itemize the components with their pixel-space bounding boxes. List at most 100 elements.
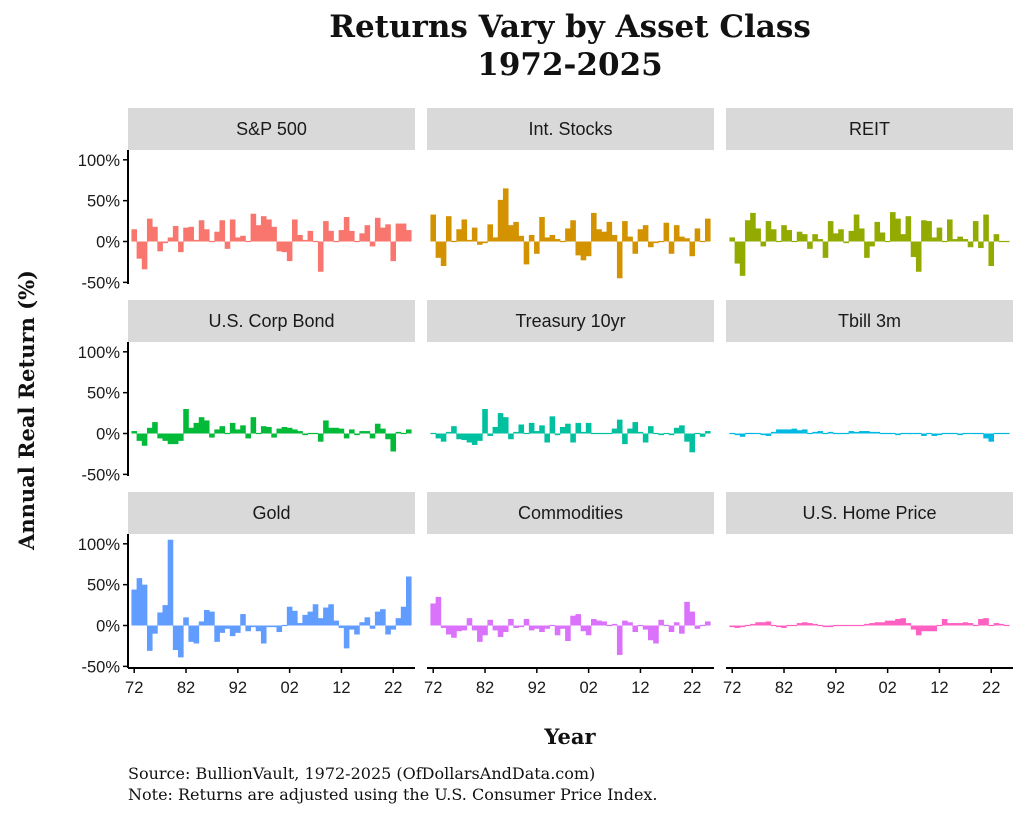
bar — [513, 625, 519, 628]
bar — [343, 433, 350, 439]
bar — [219, 625, 226, 633]
bar — [879, 622, 886, 626]
y-tick-label: 100% — [78, 536, 121, 554]
bar — [801, 429, 808, 434]
bar — [193, 422, 200, 434]
panel-strip-label: U.S. Corp Bond — [208, 311, 334, 331]
y-tick-label: 0% — [96, 234, 120, 252]
x-tick-label: 72 — [723, 679, 741, 697]
bar — [167, 237, 174, 242]
bar — [482, 241, 488, 244]
bar — [998, 432, 1005, 435]
x-tick-label: 82 — [476, 679, 494, 697]
bar — [663, 624, 670, 627]
x-tick-label: 22 — [384, 679, 402, 697]
bar — [807, 623, 813, 626]
bar — [658, 433, 664, 436]
bar — [554, 433, 561, 436]
bar — [668, 625, 675, 633]
bar — [229, 625, 236, 637]
bar — [684, 433, 690, 442]
bar — [539, 625, 545, 633]
bar — [890, 620, 896, 626]
bar — [637, 229, 644, 242]
bar — [853, 214, 860, 242]
bar — [658, 240, 664, 243]
bar — [333, 620, 340, 626]
bar — [307, 230, 314, 242]
bar — [312, 604, 319, 626]
panel-gold: Gold -50% 0% 50% 100% 72 82 92 02 12 22 — [78, 492, 415, 697]
bar — [271, 433, 277, 438]
bar — [734, 625, 741, 628]
bar — [374, 423, 381, 434]
bar — [921, 625, 927, 632]
bar — [921, 220, 927, 242]
bar — [679, 425, 685, 434]
bar — [461, 433, 468, 441]
bar — [266, 426, 272, 434]
bar — [508, 618, 514, 626]
bar — [286, 427, 293, 434]
source-caption: Source: BullionVault, 1972-2025 (OfDolla… — [128, 764, 595, 783]
bar — [869, 431, 875, 434]
bar — [338, 428, 345, 434]
panel-strip — [726, 108, 1013, 150]
bar — [502, 625, 509, 633]
bar — [941, 432, 948, 435]
bar — [627, 622, 633, 626]
bar — [497, 625, 504, 637]
bar — [162, 605, 169, 626]
bar — [983, 618, 989, 626]
bar — [400, 223, 407, 242]
bar — [601, 231, 607, 242]
y-tick-label: 100% — [78, 344, 121, 362]
bar — [931, 433, 938, 436]
bar — [744, 624, 751, 627]
bar — [580, 431, 587, 434]
bar — [482, 625, 488, 636]
bar — [502, 188, 509, 242]
bar — [471, 625, 478, 631]
bar — [502, 417, 509, 434]
bar — [983, 433, 989, 439]
bar — [786, 624, 792, 627]
bar — [905, 623, 912, 626]
bar — [679, 236, 685, 242]
bar — [312, 240, 319, 243]
bar — [776, 429, 782, 434]
bar — [219, 426, 226, 434]
bar — [292, 610, 298, 626]
bar — [606, 432, 613, 435]
bar — [466, 433, 473, 443]
panel-strip — [726, 300, 1013, 342]
panel-treasury-10yr: Treasury 10yr — [427, 300, 714, 453]
bar — [900, 432, 906, 435]
bar — [689, 241, 696, 257]
panel-int-stocks: Int. Stocks — [427, 108, 714, 279]
bar — [380, 609, 386, 626]
bar — [967, 241, 974, 248]
bar — [606, 624, 613, 627]
bar — [349, 230, 355, 242]
bar — [972, 432, 979, 435]
facet-panels: S&P 500 -50% 0% 50% 100% Int. Stocks REIT U.S. … — [78, 108, 1013, 697]
bar — [729, 625, 736, 628]
x-tick-label: 72 — [424, 679, 442, 697]
bar — [838, 229, 844, 242]
bar — [606, 221, 613, 242]
bar — [172, 433, 179, 445]
bar — [198, 621, 205, 626]
bar — [988, 433, 995, 442]
chart-title-line-1: Returns Vary by Asset Class — [329, 9, 811, 45]
panel-strip — [128, 492, 415, 534]
bar — [978, 618, 984, 626]
bar — [323, 221, 329, 242]
bar — [1003, 624, 1010, 627]
bar — [240, 425, 246, 434]
bar — [292, 429, 298, 434]
bar — [947, 219, 953, 242]
bar — [962, 432, 969, 435]
bar — [978, 432, 984, 435]
bar — [998, 623, 1005, 626]
